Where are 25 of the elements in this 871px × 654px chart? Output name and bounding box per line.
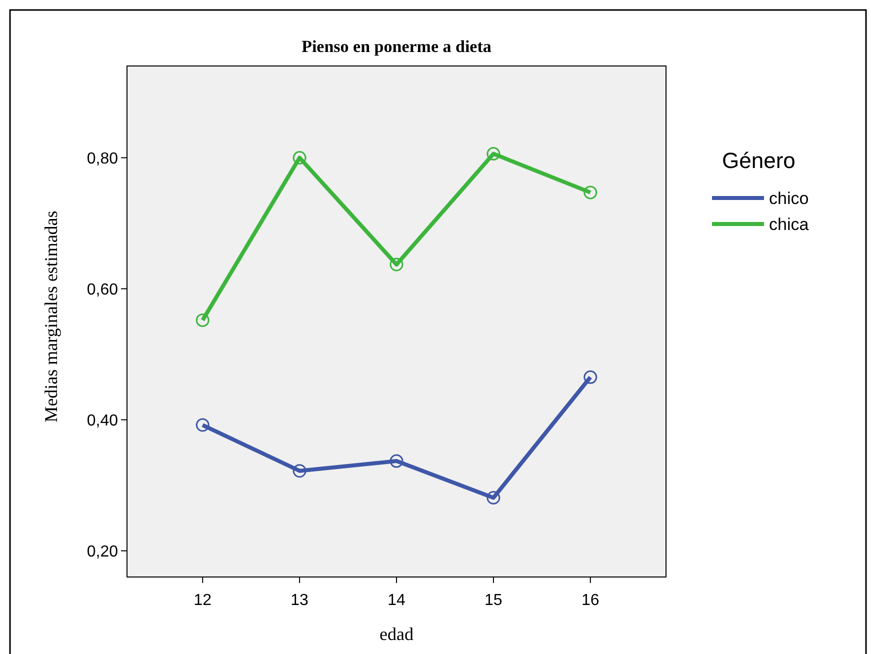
y-tick-label: 0,20 (86, 543, 118, 560)
point (584, 186, 598, 200)
point (486, 147, 500, 161)
point (292, 464, 306, 478)
x-tick-label: 14 (388, 592, 406, 609)
point (584, 370, 598, 384)
x-axis-title: edad (380, 624, 414, 644)
y-axis-title: Medias marginales estimadas (41, 210, 61, 422)
point (486, 490, 500, 504)
legend-label: chico (769, 188, 809, 208)
chart-title: Pienso en ponerme a dieta (302, 37, 492, 56)
x-tick-label: 15 (484, 592, 502, 609)
y-tick-label: 0,80 (86, 150, 118, 168)
point (292, 150, 306, 164)
y-tick-label: 0,60 (86, 281, 118, 298)
x-tick-label: 13 (290, 592, 309, 609)
point (390, 258, 404, 272)
point (390, 454, 404, 468)
legend-label: chica (769, 214, 810, 234)
y-tick-label: 0,40 (86, 412, 118, 430)
x-tick-label: 12 (194, 592, 212, 609)
legend-title: Género (722, 148, 796, 173)
x-tick-label: 16 (581, 592, 600, 609)
point (196, 418, 210, 432)
point (196, 313, 210, 327)
